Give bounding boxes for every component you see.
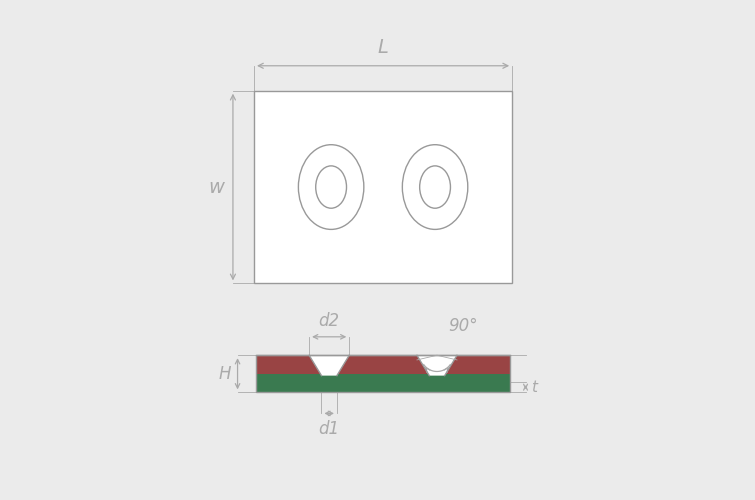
Text: w: w <box>208 178 224 197</box>
Text: t: t <box>531 380 537 394</box>
Polygon shape <box>417 356 457 376</box>
Text: d2: d2 <box>319 312 340 330</box>
Ellipse shape <box>316 166 347 208</box>
Polygon shape <box>309 356 350 376</box>
Text: L: L <box>378 38 389 58</box>
Bar <box>254 91 512 284</box>
Ellipse shape <box>420 166 451 208</box>
Bar <box>256 356 510 393</box>
Text: H: H <box>218 365 230 383</box>
Bar <box>256 356 510 374</box>
Bar <box>256 374 510 392</box>
Text: 90°: 90° <box>448 318 477 336</box>
Ellipse shape <box>298 144 364 230</box>
Ellipse shape <box>402 144 468 230</box>
Text: d1: d1 <box>319 420 340 438</box>
